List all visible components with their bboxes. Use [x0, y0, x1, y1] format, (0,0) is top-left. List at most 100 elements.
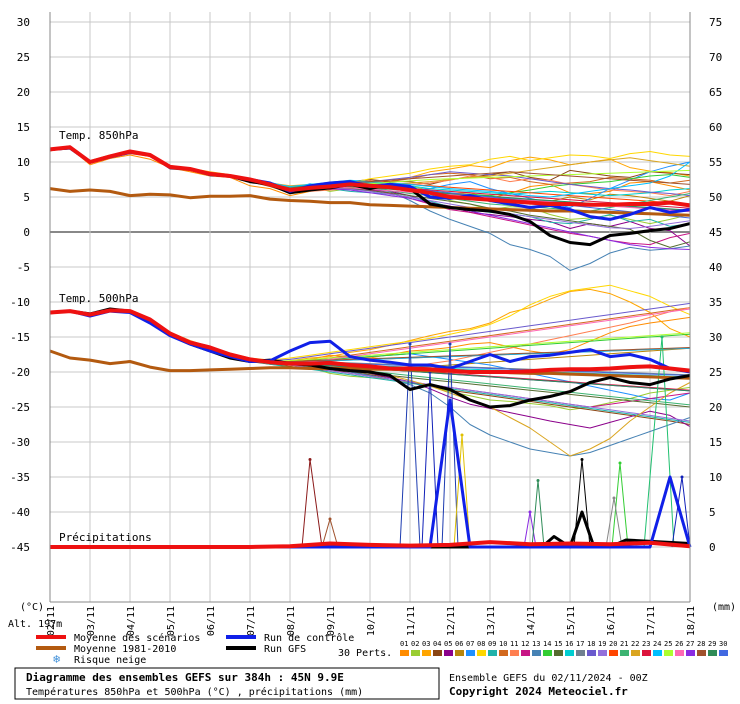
y-tick-left: -10	[10, 296, 30, 309]
y-tick-right: 25	[709, 366, 722, 379]
y-tick-left: -35	[10, 471, 30, 484]
member-key-swatch	[521, 650, 530, 656]
precip-spike-point	[308, 458, 312, 461]
x-tick-label: 07/11	[246, 606, 257, 636]
member-key-label: 24	[653, 640, 661, 648]
member-key-label: 22	[631, 640, 639, 648]
legend-perts-label: 30 Perts.	[338, 648, 392, 659]
member-key-swatch	[631, 650, 640, 656]
run-info: Ensemble GEFS du 02/11/2024 - 00Z	[449, 673, 648, 684]
member-key-label: 11	[510, 640, 518, 648]
series-line-t850	[49, 187, 691, 217]
y-tick-right: 20	[709, 401, 722, 414]
member-key-label: 25	[664, 640, 672, 648]
member-key-swatch	[532, 650, 541, 656]
legend-control-label: Run de contrôle	[264, 632, 354, 644]
member-key-label: 05	[444, 640, 452, 648]
y-tick-left: -20	[10, 366, 30, 379]
legend-gfs-label: Run GFS	[264, 644, 306, 655]
member-key-swatch	[400, 650, 409, 656]
precip-spike-point	[618, 461, 622, 465]
x-tick-label: 16/11	[606, 606, 617, 636]
member-key-swatch	[554, 650, 563, 656]
y-tick-left: -40	[10, 506, 30, 519]
member-key-label: 16	[565, 640, 573, 648]
left-unit: (°C)	[20, 602, 44, 613]
precip-spike-point	[460, 433, 464, 437]
member-key-swatch	[620, 650, 629, 656]
precip-spike-point	[580, 458, 584, 461]
x-tick-label: 13/11	[486, 606, 497, 636]
main-series	[49, 145, 692, 549]
y-tick-left: -15	[10, 331, 30, 344]
series-line-t500	[49, 308, 691, 374]
x-tick-label: 11/11	[406, 606, 417, 636]
grid	[49, 12, 691, 602]
member-key-swatch	[664, 650, 673, 656]
x-tick-label: 03/11	[86, 606, 97, 636]
x-tick-label: 14/11	[526, 606, 537, 636]
y-tick-right: 30	[709, 331, 722, 344]
series-line-precip	[50, 540, 691, 549]
chart-subtitle: Températures 850hPa et 500hPa (°C) , pré…	[26, 686, 363, 698]
y-tick-right: 15	[709, 436, 722, 449]
precip-spike-point	[680, 475, 684, 479]
precip-spike-point	[660, 335, 664, 339]
y-tick-right: 5	[709, 506, 716, 519]
member-key-label: 29	[708, 640, 716, 648]
member-key-swatch	[488, 650, 497, 656]
x-tick-label: 09/11	[326, 606, 337, 636]
snowflake-icon: ❄	[53, 652, 60, 666]
member-key-label: 28	[697, 640, 705, 648]
member-key-label: 03	[422, 640, 430, 648]
member-key-swatch	[433, 650, 442, 656]
y-tick-right: 50	[709, 191, 722, 204]
member-key-swatch	[455, 650, 464, 656]
y-tick-left: 10	[17, 156, 30, 169]
chart-title: Diagramme des ensembles GEFS sur 384h : …	[26, 671, 344, 684]
member-key-swatch	[697, 650, 706, 656]
x-tick-label: 08/11	[286, 606, 297, 636]
y-tick-left: 0	[23, 226, 30, 239]
y-tick-left: -5	[17, 261, 30, 274]
member-key-swatch	[422, 650, 431, 656]
member-key-swatch	[675, 650, 684, 656]
altitude-label: Alt. 197m	[8, 619, 62, 630]
y-tick-right: 0	[709, 541, 716, 554]
member-key-label: 01	[400, 640, 408, 648]
member-key-label: 06	[455, 640, 463, 648]
member-key-label: 21	[620, 640, 628, 648]
legend-climo-label: Moyenne 1981-2010	[74, 644, 176, 655]
member-key-label: 10	[499, 640, 507, 648]
member-key-label: 12	[521, 640, 529, 648]
member-key-label: 17	[576, 640, 584, 648]
y-tick-right: 70	[709, 51, 722, 64]
member-key-swatch	[477, 650, 486, 656]
y-tick-left: 30	[17, 16, 30, 29]
member-key-label: 09	[488, 640, 496, 648]
member-key-swatch	[411, 650, 420, 656]
y-tick-right: 40	[709, 261, 722, 274]
member-key-swatch	[576, 650, 585, 656]
x-tick-label: 15/11	[566, 606, 577, 636]
member-key-label: 30	[719, 640, 727, 648]
axes: 302520151050-5-10-15-20-25-30-35-40-4575…	[10, 12, 722, 636]
x-tick-label: 05/11	[166, 606, 177, 636]
x-tick-label: 10/11	[366, 606, 377, 636]
x-tick-label: 12/11	[446, 606, 457, 636]
precip-spike-point	[612, 496, 616, 500]
member-key-label: 19	[598, 640, 606, 648]
y-tick-left: 15	[17, 121, 30, 134]
member-key-label: 15	[554, 640, 562, 648]
member-key-label: 13	[532, 640, 540, 648]
y-tick-left: -45	[10, 541, 30, 554]
x-tick-label: 06/11	[206, 606, 217, 636]
member-key-label: 27	[686, 640, 694, 648]
y-tick-right: 60	[709, 121, 722, 134]
member-key-swatch	[686, 650, 695, 656]
precip-spike-point	[536, 479, 540, 482]
y-tick-left: -30	[10, 436, 30, 449]
member-key-label: 26	[675, 640, 683, 648]
